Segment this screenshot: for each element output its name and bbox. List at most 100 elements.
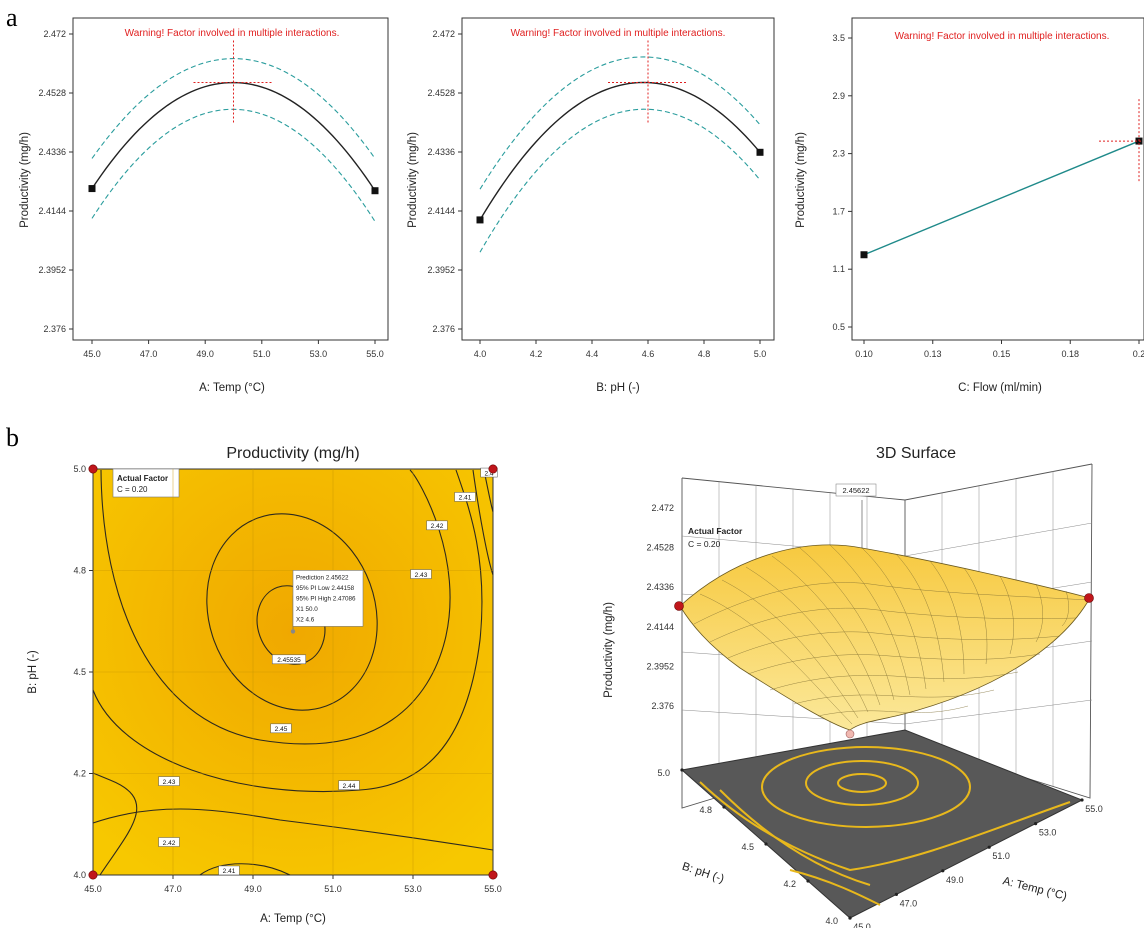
panel-label-a: a — [6, 3, 18, 32]
y-axis-label: B: pH (-) — [680, 861, 725, 886]
x-tick-label: 0.13 — [924, 349, 942, 359]
x-tick-label: 4.0 — [474, 349, 487, 359]
design-point-marker — [371, 187, 379, 195]
x-tick-label: 49.0 — [196, 349, 214, 359]
y-tick-label: 2.4144 — [38, 206, 66, 216]
x-tick-label: 53.0 — [1039, 828, 1057, 838]
x-tick-label: 0.15 — [993, 349, 1011, 359]
x-tick-label: 0.10 — [855, 349, 873, 359]
contour-label: 2.44 — [343, 783, 356, 790]
y-tick-label: 2.472 — [432, 29, 455, 39]
contour-label-box — [270, 723, 292, 734]
y-tick-mark — [848, 916, 852, 920]
y-tick-label: 4.5 — [73, 667, 86, 677]
y-tick-mark — [722, 805, 726, 809]
y-tick-mark — [680, 768, 684, 772]
design-point — [488, 464, 498, 474]
x-tick-label: 55.0 — [1085, 804, 1103, 814]
y-tick-label: 5.0 — [73, 464, 86, 474]
z-tick-label: 2.4528 — [646, 543, 674, 553]
contour-label: 2.45 — [275, 726, 288, 733]
contour-label: 2.43 — [415, 572, 428, 579]
chart-title: Productivity (mg/h) — [226, 445, 359, 462]
design-point — [1084, 593, 1094, 603]
contour-label-box — [158, 837, 180, 847]
x-tick-label: 4.6 — [642, 349, 655, 359]
y-tick-label: 4.8 — [699, 805, 712, 815]
y-tick-label: 2.4144 — [427, 206, 455, 216]
x-axis-label: B: pH (-) — [596, 382, 640, 394]
x-tick-label: 0.2 — [1133, 349, 1144, 359]
peak-label: 2.45622 — [842, 486, 869, 495]
ph-effect-plot: Warning! Factor involved in multiple int… — [407, 17, 775, 394]
y-tick-label: 4.2 — [783, 879, 796, 889]
z-tick-label: 2.472 — [651, 503, 674, 513]
prediction-box-line: Prediction 2.45622 — [296, 574, 349, 581]
contour-label-box — [338, 780, 360, 790]
contour-label-box — [158, 776, 180, 786]
x-axis-label: A: Temp (°C) — [199, 382, 265, 394]
z-tick-label: 2.3952 — [646, 661, 674, 671]
x-tick-mark — [1080, 798, 1084, 802]
design-points — [674, 593, 1094, 739]
contour-label-box — [272, 654, 306, 665]
actual-factor-title: Actual Factor — [688, 526, 743, 536]
x-tick-label: 47.0 — [164, 884, 182, 894]
x-tick-label: 55.0 — [366, 349, 384, 359]
x-tick-label: 51.0 — [992, 851, 1010, 861]
panel-label-b: b — [6, 423, 19, 452]
confidence-band-line — [479, 56, 761, 190]
x-axis-label: A: Temp (°C) — [1001, 875, 1068, 903]
x-tick-label: 45.0 — [83, 349, 101, 359]
y-axis-label: Productivity (mg/h) — [795, 132, 807, 228]
design-point-marker — [476, 216, 484, 224]
y-axis-label: B: pH (-) — [27, 650, 39, 694]
design-point-marker — [860, 251, 868, 259]
design-point — [488, 870, 498, 880]
x-tick-label: 4.2 — [530, 349, 543, 359]
x-tick-mark — [894, 892, 899, 897]
prediction-box-line: X1 50.0 — [296, 606, 318, 613]
contour-line — [92, 469, 483, 793]
x-tick-label: 4.4 — [586, 349, 599, 359]
prediction-point — [290, 629, 296, 634]
y-tick-label: 4.0 — [73, 870, 86, 880]
x-tick-label: 47.0 — [900, 898, 918, 908]
y-tick-label: 2.3 — [832, 149, 845, 159]
prediction-box-line: X2 4.6 — [296, 616, 315, 623]
warning-text: Warning! Factor involved in multiple int… — [895, 31, 1110, 42]
contour-label: 2.45535 — [277, 657, 301, 664]
y-tick-label: 2.4336 — [38, 147, 66, 157]
x-tick-label: 47.0 — [140, 349, 158, 359]
design-point — [88, 870, 98, 880]
confidence-band-line — [91, 58, 376, 159]
z-tick-label: 2.376 — [651, 701, 674, 711]
contour-label: 2.41 — [223, 868, 236, 875]
y-tick-label: 2.3952 — [427, 265, 455, 275]
chart-title: 3D Surface — [876, 445, 956, 462]
peak-marker: 2.45622 — [835, 483, 877, 548]
x-tick-label: 45.0 — [84, 884, 102, 894]
x-axis-label: A: Temp (°C) — [260, 913, 326, 925]
temp-effect-plot: Warning! Factor involved in multiple int… — [19, 17, 389, 394]
y-tick-label: 1.1 — [832, 264, 845, 274]
x-tick-label: 49.0 — [244, 884, 262, 894]
x-tick-mark — [941, 869, 945, 873]
z-tick-label: 2.4336 — [646, 582, 674, 592]
y-tick-label: 4.8 — [73, 566, 86, 576]
response-surface — [679, 544, 1091, 731]
actual-factor-value: C = 0.20 — [117, 485, 148, 494]
z-axis-label: Productivity (mg/h) — [603, 602, 615, 698]
x-tick-label: 53.0 — [310, 349, 328, 359]
flow-effect-plot: Warning! Factor involved in multiple int… — [795, 17, 1144, 394]
contour-label-box — [426, 520, 448, 531]
warning-text: Warning! Factor involved in multiple int… — [511, 28, 726, 39]
design-point-marker — [88, 185, 96, 193]
prediction-line — [479, 81, 761, 221]
surface-plot: 3D Surface — [603, 445, 1103, 928]
x-tick-label: 53.0 — [404, 884, 422, 894]
x-tick-mark — [987, 845, 991, 849]
x-tick-label: 0.18 — [1061, 349, 1079, 359]
contour-label-box — [218, 865, 240, 876]
